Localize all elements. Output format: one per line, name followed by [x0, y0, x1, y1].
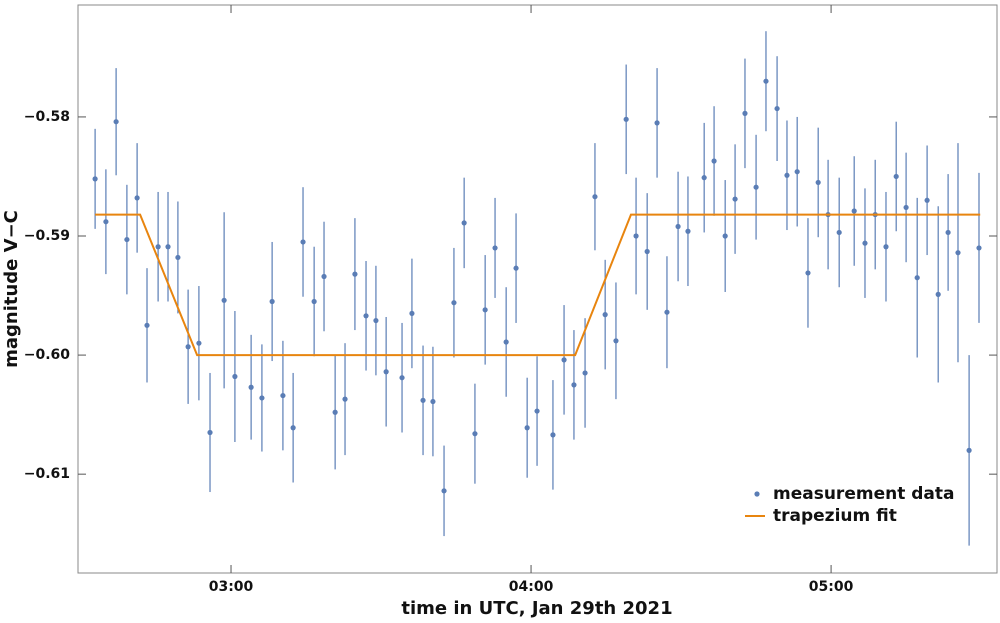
data-point — [144, 322, 150, 328]
data-point — [613, 338, 619, 344]
data-point — [165, 244, 171, 250]
data-point — [513, 265, 519, 271]
data-point — [492, 245, 498, 251]
x-tick-label: 04:00 — [509, 579, 554, 595]
data-point — [134, 195, 140, 201]
data-point — [461, 220, 467, 226]
data-point — [592, 194, 598, 200]
data-point — [763, 78, 769, 84]
data-point — [248, 384, 254, 390]
data-point — [571, 382, 577, 388]
data-point — [155, 244, 161, 250]
data-point — [232, 373, 238, 380]
data-point — [903, 204, 909, 211]
data-point — [550, 432, 556, 438]
y-tick-label: −0.61 — [24, 466, 70, 482]
data-point — [945, 229, 951, 236]
data-point — [207, 429, 213, 436]
fit-line — [95, 213, 981, 357]
data-point — [175, 254, 181, 261]
data-point — [352, 271, 358, 277]
x-tick-label: 03:00 — [209, 579, 254, 595]
data-point — [893, 173, 899, 180]
data-point — [482, 307, 488, 313]
data-point — [644, 248, 650, 255]
data-point — [383, 369, 389, 375]
y-tick-label: −0.59 — [24, 228, 70, 244]
data-point — [955, 250, 961, 256]
data-point — [815, 179, 821, 186]
data-point — [124, 236, 130, 243]
data-point — [409, 310, 415, 317]
data-point — [103, 219, 109, 225]
data-point — [451, 300, 457, 306]
data-point — [561, 357, 567, 363]
legend-swatch — [754, 491, 760, 497]
data-point — [441, 488, 447, 494]
legend-label: measurement data — [773, 484, 954, 504]
y-axis-label: magnitude V−C — [1, 210, 22, 368]
data-point — [503, 339, 509, 345]
data-point — [342, 396, 348, 402]
data-point — [633, 233, 639, 239]
data-point — [259, 395, 265, 401]
data-point — [935, 291, 941, 297]
data-point — [534, 408, 540, 414]
data-point — [332, 409, 338, 415]
data-point — [664, 309, 670, 315]
data-point — [685, 228, 691, 234]
y-tick-label: −0.58 — [24, 109, 70, 125]
legend-label: trapezium fit — [773, 506, 897, 526]
data-point — [805, 270, 811, 276]
data-point — [92, 176, 98, 182]
data-point — [269, 298, 275, 305]
data-point — [851, 208, 857, 214]
data-point — [914, 275, 920, 281]
x-axis-label: time in UTC, Jan 29th 2021 — [401, 598, 672, 619]
data-point — [732, 196, 738, 202]
data-point — [290, 425, 296, 431]
data-point — [742, 110, 748, 116]
data-point — [623, 116, 629, 122]
data-point — [399, 375, 405, 381]
data-point — [836, 229, 842, 236]
data-point — [196, 340, 202, 346]
data-point — [794, 169, 800, 175]
data-point — [524, 425, 530, 431]
data-point — [185, 344, 191, 350]
data-point — [722, 233, 728, 239]
data-point — [321, 273, 327, 280]
data-point — [430, 398, 436, 405]
plot-frame — [77, 4, 998, 574]
data-point — [472, 431, 478, 437]
data-point — [363, 313, 369, 319]
data-point — [924, 197, 930, 203]
data-point — [753, 184, 759, 190]
data-point — [976, 245, 982, 251]
data-point — [862, 240, 868, 246]
data-point — [420, 397, 426, 403]
data-point — [966, 447, 972, 453]
data-point — [300, 239, 306, 245]
data-point — [701, 175, 707, 181]
data-point — [784, 172, 790, 178]
data-point — [280, 392, 286, 399]
x-tick-label: 05:00 — [809, 579, 854, 595]
data-point — [582, 370, 588, 376]
data-point — [711, 158, 717, 164]
y-tick-label: −0.60 — [24, 347, 71, 363]
data-point — [602, 312, 608, 318]
data-point — [113, 119, 119, 125]
data-point — [373, 317, 379, 324]
data-point — [221, 297, 227, 303]
data-point — [883, 244, 889, 250]
data-point — [311, 298, 317, 305]
data-point — [774, 105, 780, 112]
data-point — [675, 223, 681, 230]
data-point — [654, 120, 660, 126]
